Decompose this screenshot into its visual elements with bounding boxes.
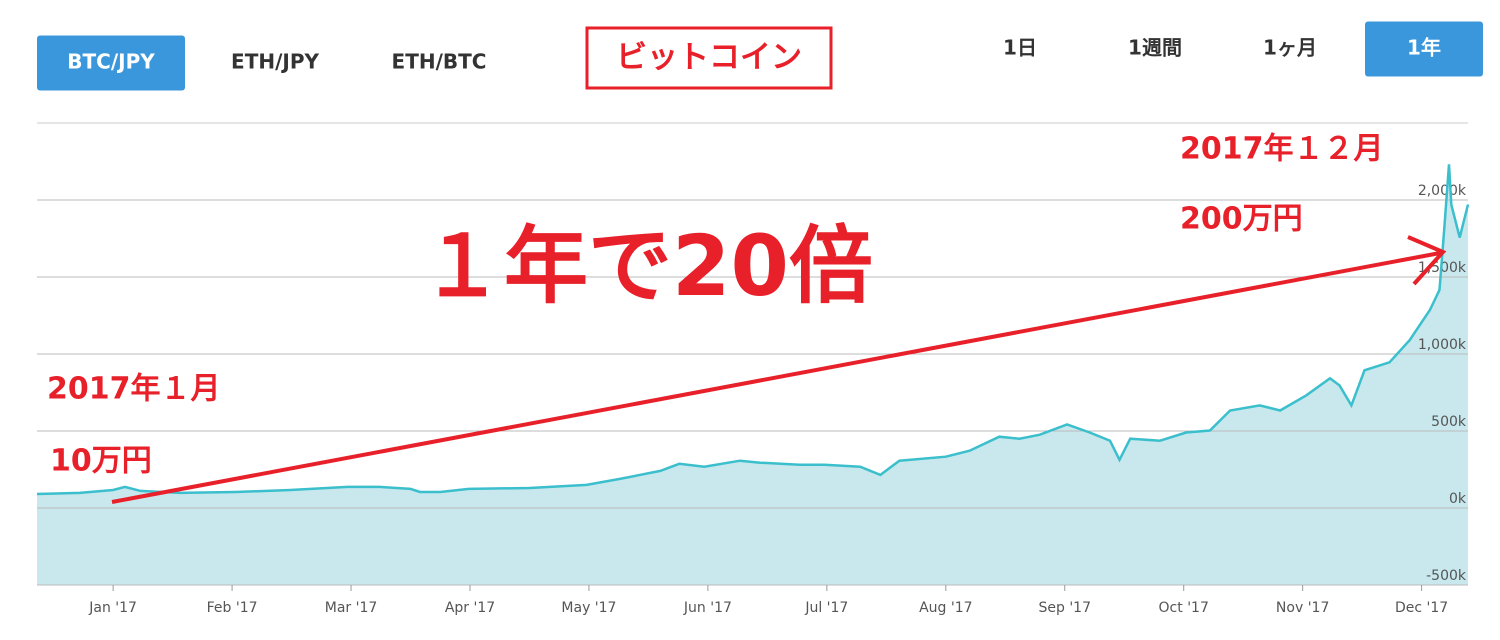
button-label[interactable]: ETH/BTC — [392, 50, 487, 74]
x-tick-label: May '17 — [561, 600, 616, 616]
x-tick-label: Apr '17 — [445, 600, 495, 616]
y-tick-label: 1,000k — [1418, 337, 1467, 353]
start-price: 10万円 — [50, 444, 152, 479]
x-tick-label: Jun '17 — [683, 600, 732, 616]
button-bg[interactable] — [1365, 21, 1483, 77]
x-tick-label: Nov '17 — [1276, 600, 1329, 616]
start-date: 2017年１月 — [47, 372, 221, 407]
y-tick-label: -500k — [1426, 568, 1467, 584]
arrow-head — [1407, 235, 1447, 286]
button-label[interactable]: 1日 — [1003, 36, 1037, 60]
end-date: 2017年１２月 — [1180, 132, 1384, 167]
line — [36, 164, 1470, 496]
headline: １年で20倍 — [420, 217, 873, 315]
y-tick-label: 0k — [1449, 491, 1467, 507]
title-box — [585, 26, 833, 90]
button-label[interactable]: 1年 — [1407, 36, 1441, 60]
title: ビットコイン — [616, 40, 802, 76]
end-price: 200万円 — [1180, 202, 1303, 237]
button-label[interactable]: BTC/JPY — [67, 50, 155, 74]
x-tick-label: Oct '17 — [1159, 600, 1209, 616]
button-label[interactable]: ETH/JPY — [231, 50, 319, 74]
x-tick-label: Mar '17 — [325, 600, 378, 616]
x-tick-label: Aug '17 — [919, 600, 972, 616]
button-label[interactable]: 1ヶ月 — [1263, 36, 1317, 60]
y-tick-label: 500k — [1431, 414, 1467, 430]
x-tick-label: Feb '17 — [207, 600, 258, 616]
x-tick-label: Dec '17 — [1395, 600, 1448, 616]
area-fill — [37, 164, 1468, 586]
button-label[interactable]: 1週間 — [1128, 36, 1182, 60]
x-tick-label: Jan '17 — [88, 600, 137, 616]
button-bg[interactable] — [37, 35, 185, 91]
x-tick-label: Sep '17 — [1039, 600, 1092, 616]
toolbar: BTC/JPY ETH/JPY ETH/BTC 1日 1週間 1ヶ月 1年 — [37, 21, 1483, 91]
arrow — [111, 251, 1441, 504]
y-tick-label: 2,000k — [1418, 183, 1467, 199]
x-tick-label: Jul '17 — [804, 600, 848, 616]
